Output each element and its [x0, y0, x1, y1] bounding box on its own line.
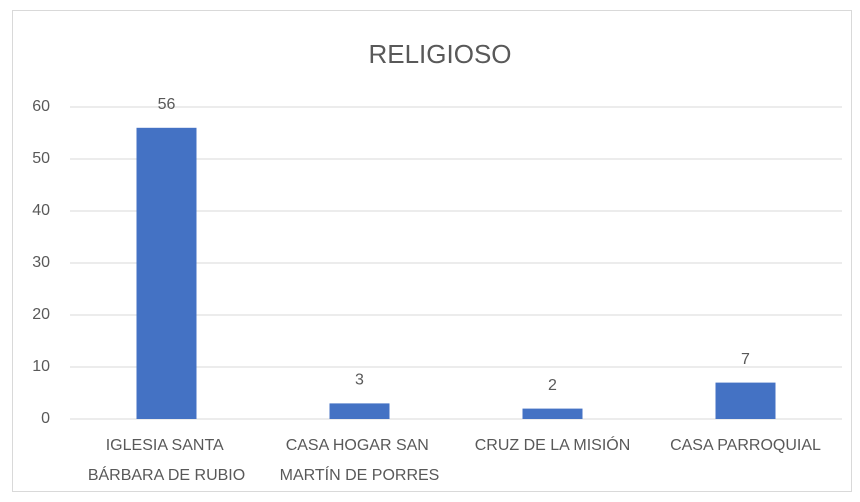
y-tick-label: 20 — [32, 306, 50, 323]
y-tick-label: 60 — [32, 98, 50, 115]
y-tick-label: 40 — [32, 202, 50, 219]
data-label: 2 — [548, 377, 557, 394]
chart-title: RELIGIOSO — [368, 39, 511, 69]
data-label: 7 — [741, 351, 750, 368]
y-tick-label: 0 — [41, 410, 50, 427]
x-tick-label: CASA PARROQUIAL — [670, 437, 821, 454]
bar — [329, 403, 390, 419]
y-tick-label: 50 — [32, 150, 50, 167]
data-label: 3 — [355, 372, 364, 389]
y-tick-label: 10 — [32, 358, 50, 375]
bar — [715, 382, 776, 419]
x-tick-label: CRUZ DE LA MISIÓN — [475, 435, 631, 454]
data-label: 56 — [158, 96, 176, 113]
x-tick-label: CASA HOGAR SAN MARTÍN DE PORRES — [280, 437, 440, 484]
x-tick-label: IGLESIA SANTA BÁRBARA DE RUBIO — [88, 437, 245, 484]
bar — [136, 127, 197, 420]
bar — [522, 408, 583, 419]
y-tick-label: 30 — [32, 254, 50, 271]
